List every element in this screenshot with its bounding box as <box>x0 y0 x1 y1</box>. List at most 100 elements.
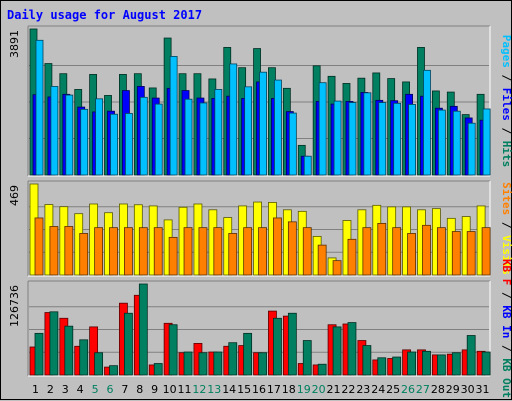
panel3-bar-kb-out <box>377 357 387 376</box>
x-tick-label: 30 <box>461 383 475 396</box>
panel1-bar-pages <box>363 92 372 176</box>
panel1-bar-pages <box>482 108 491 176</box>
panel2-ytick-label: 469 <box>8 185 21 206</box>
panel3-bar-kb-out <box>64 325 74 376</box>
panel1-bar-pages <box>378 102 387 176</box>
panel3-bar-kb-out <box>302 340 312 376</box>
panel3-bar-kb-out <box>287 312 297 376</box>
panel1-bar-pages <box>467 122 476 176</box>
panel2-axis-legend: Sites / Visits <box>500 182 512 275</box>
panel1-bar-pages <box>408 104 416 176</box>
panel3-bar-kb-out <box>481 351 491 376</box>
panel1-bar-pages <box>110 113 118 176</box>
panel3-bar-kb-out <box>183 351 193 376</box>
panel1-bar-pages <box>184 98 193 176</box>
panel1-bar-pages <box>125 113 133 176</box>
panel1-bar-pages <box>199 102 208 176</box>
panel1-legend-part: / <box>500 68 512 88</box>
panel1-axis-legend: Pages / Files / Hits <box>500 35 512 168</box>
x-tick-label: 9 <box>151 383 158 396</box>
x-tick-label: 22 <box>341 383 355 396</box>
x-tick-label: 3 <box>62 383 69 396</box>
panel1-bar-pages <box>214 89 223 176</box>
panel1-bar-pages <box>393 102 402 176</box>
panel3-bar-kb-out <box>168 324 178 376</box>
panel2-bar-sites <box>168 236 178 276</box>
panel1-bar-pages <box>229 63 238 176</box>
panel1-bar-pages <box>318 82 327 176</box>
panel1-legend-part: Pages <box>500 35 512 68</box>
panel2-bar-sites <box>436 227 446 276</box>
panel3-bar-kb-out <box>213 351 223 376</box>
panel3-bar-kb-out <box>124 312 133 376</box>
x-tick-label: 20 <box>312 383 326 396</box>
panel3-bar-kb-out <box>94 352 104 376</box>
x-tick-label: 5 <box>92 383 99 396</box>
x-tick-label: 17 <box>267 383 281 396</box>
panel1-bar-pages <box>437 109 446 176</box>
panel3-bar-kb-out <box>109 365 118 376</box>
panel3-bar-kb-out <box>34 332 44 376</box>
panel2-legend-part: / <box>500 215 512 235</box>
x-tick-label: 7 <box>121 383 128 396</box>
panel3-bar-kb-f <box>89 326 99 376</box>
panel2-bar-sites <box>49 226 59 276</box>
panel1-bar-pages <box>35 39 44 176</box>
x-tick-label: 11 <box>177 383 191 396</box>
panel1-bar-pages <box>154 103 163 176</box>
panel2-bar-sites <box>422 224 431 276</box>
panel2-bar-sites <box>466 231 476 276</box>
panel2-bar-sites <box>273 217 282 276</box>
panel1-bar-pages <box>65 94 74 176</box>
x-tick-label: 10 <box>163 383 177 396</box>
panel2-legend-part: Sites <box>500 182 512 215</box>
panel3-bar-kb-out <box>258 352 267 376</box>
panel1-bar-pages <box>80 108 89 176</box>
panel1-bar-pages <box>452 110 461 176</box>
panel2-bar-sites <box>94 227 104 276</box>
panel3-bar-kb-out <box>451 352 461 376</box>
panel3-bar-kb-out <box>79 339 89 376</box>
panel2-bar-sites <box>407 233 416 276</box>
panel1-bar-pages <box>95 98 104 176</box>
panel2-bar-sites <box>213 227 223 276</box>
panel3-bar-kb-out <box>347 322 357 376</box>
panel1-legend-part: / <box>500 121 512 141</box>
panel3-bar-kb-out <box>362 345 372 376</box>
panel3-legend-part: / <box>500 285 512 305</box>
panel1-legend-part: Hits <box>500 141 512 168</box>
panel3-ytick-label: 126736 <box>8 285 21 327</box>
panel1-bar-pages <box>259 71 267 176</box>
panel3-bar-kb-out <box>138 283 148 376</box>
panel2-legend-part: Visits <box>500 235 512 275</box>
x-tick-label: 24 <box>371 383 385 396</box>
panel1-bar-pages <box>244 86 253 176</box>
x-tick-label: 12 <box>192 383 206 396</box>
panel1-bar-pages <box>274 79 282 176</box>
panel1-bar-pages <box>288 112 297 176</box>
panel3-bar-kb-out <box>273 317 282 376</box>
panel3-bar-kb-out <box>392 356 402 376</box>
panel2-bar-sites <box>287 221 297 276</box>
x-tick-label: 2 <box>47 383 54 396</box>
panel2-bar-sites <box>392 227 402 276</box>
panel2-bar-sites <box>347 238 357 276</box>
x-tick-label: 21 <box>327 383 341 396</box>
x-tick-label: 15 <box>237 383 251 396</box>
panel2-bar-sites <box>198 227 208 276</box>
panel3-legend-part: KB F <box>500 259 512 286</box>
panel2-bar-sites <box>79 233 89 276</box>
panel3-bar-kb-out <box>436 354 446 376</box>
panel3-bar-kb-out <box>332 326 342 376</box>
panel3-bar-kb-out <box>466 335 476 376</box>
x-tick-label: 31 <box>476 383 490 396</box>
panel1-bar-pages <box>169 56 178 176</box>
panel1-bar-pages <box>139 96 148 176</box>
panel3-legend-part: KB In <box>500 305 512 338</box>
x-tick-label: 14 <box>222 383 236 396</box>
panel1-bar-pages <box>333 100 342 176</box>
panel3-bar-kb-out <box>422 350 431 376</box>
panel2-bar-sites <box>243 227 253 276</box>
